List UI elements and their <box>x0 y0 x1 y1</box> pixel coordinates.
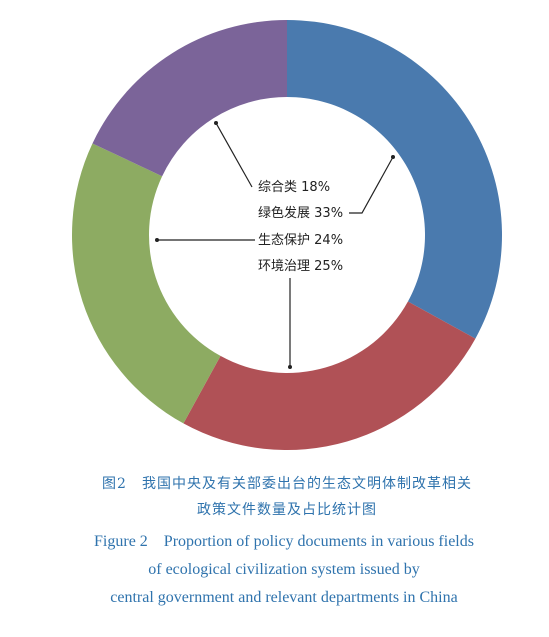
label-value: 33% <box>314 206 343 221</box>
caption-en: central government and relevant departme… <box>110 589 457 606</box>
label-value: 24% <box>314 233 343 248</box>
leader-dot <box>214 121 218 125</box>
leader-line <box>215 122 253 188</box>
segment-label: 绿色发展 33% <box>258 205 343 221</box>
label-name: 综合类 <box>258 180 297 195</box>
caption-cn: 图2 我国中央及有关部委出台的生态文明体制改革相关 <box>102 476 472 492</box>
label-value: 18% <box>301 180 330 195</box>
leader-dot <box>391 155 395 159</box>
donut-segment <box>183 301 476 450</box>
label-name: 绿色发展 <box>258 205 310 221</box>
label-value: 25% <box>314 259 343 274</box>
caption-en: Figure 2 Proportion of policy documents … <box>94 533 474 550</box>
leader-line <box>349 156 394 214</box>
donut-segment <box>72 143 221 424</box>
segment-label: 综合类 18% <box>258 180 330 195</box>
caption-cn: 政策文件数量及占比统计图 <box>197 501 377 518</box>
donut-segment <box>287 20 502 339</box>
leader-dot <box>288 365 292 369</box>
caption-en: of ecological civilization system issued… <box>148 561 420 578</box>
segment-label: 生态保护 24% <box>258 233 343 248</box>
label-name: 环境治理 <box>258 259 310 274</box>
label-name: 生态保护 <box>258 233 310 248</box>
donut-segment <box>92 20 287 177</box>
leader-dot <box>155 238 159 242</box>
segment-label: 环境治理 25% <box>258 259 343 274</box>
